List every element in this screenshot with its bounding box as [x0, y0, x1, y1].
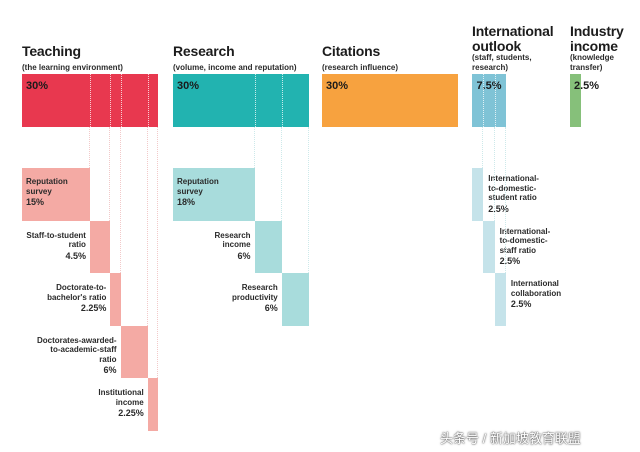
category-title-international: International outlook — [472, 23, 554, 54]
sub-label-teaching-0: Reputation survey 15% — [26, 177, 68, 208]
guide-research-0 — [253, 127, 255, 168]
sub-value-international-2: 2.5% — [510, 299, 532, 309]
sub-name-teaching-2: Doctorate-to- bachelor's ratio — [47, 283, 107, 302]
category-subtitle-industry: (knowledge transfer) — [570, 53, 615, 72]
sub-bar-teaching-0 — [22, 168, 90, 221]
category-subtitle-teaching: (the learning environment) — [22, 63, 123, 72]
category-subtitle-research: (volume, income and reputation) — [173, 63, 297, 72]
bar-industry — [570, 74, 582, 127]
sub-bar-teaching-4 — [147, 378, 158, 431]
sub-bar-research-2 — [281, 273, 309, 326]
sub-label-research-0: Reputation survey 18% — [177, 177, 219, 208]
sub-value-international-1: 2.5% — [499, 256, 521, 266]
bar-label-international: 7.5% — [476, 80, 502, 92]
guide-international-2 — [504, 127, 506, 273]
divider-teaching-4 — [147, 74, 149, 127]
sub-value-international-0: 2.5% — [488, 203, 509, 214]
category-title-industry: Industry income — [570, 23, 624, 54]
sub-value-teaching-3: 6% — [103, 365, 117, 375]
category-title-citations: Citations — [322, 43, 381, 59]
guide-research-1 — [280, 127, 282, 221]
category-title-teaching: Teaching — [22, 43, 81, 59]
sub-bar-international-1 — [483, 220, 495, 273]
guide-teaching-1 — [109, 127, 111, 221]
guide-research-2 — [307, 127, 309, 273]
sub-label-research-2: Research productivity 6% — [232, 283, 278, 314]
sub-name-international-0: International- to-domestic- student rati… — [488, 174, 539, 202]
sub-name-research-1: Research income — [214, 230, 251, 250]
sub-value-teaching-0: 15% — [26, 197, 45, 207]
sub-name-teaching-3: Doctorates-awarded- to-academic-staff ra… — [36, 335, 117, 364]
divider-teaching-2 — [110, 74, 112, 127]
guide-international-1 — [493, 127, 495, 221]
sub-name-teaching-0: Reputation survey — [26, 177, 68, 196]
sub-name-international-2: International collaboration — [510, 279, 562, 298]
sub-bar-research-1 — [254, 220, 282, 273]
sub-name-research-0: Reputation survey — [177, 177, 219, 196]
divider-international-2 — [494, 74, 496, 127]
sub-label-international-1: International- to-domestic- staff ratio 2… — [500, 227, 551, 267]
sub-name-teaching-1: Staff-to-student ratio — [26, 230, 86, 250]
sub-bar-international-2 — [494, 273, 506, 326]
divider-research-2 — [281, 74, 283, 127]
sub-name-teaching-4: Institutional income — [98, 388, 144, 407]
sub-label-international-0: International- to-domestic- student rati… — [488, 174, 539, 214]
divider-international-1 — [483, 74, 485, 127]
sub-name-international-1: International- to-domestic- staff ratio — [499, 226, 551, 255]
bar-label-research: 30% — [177, 80, 200, 92]
sub-value-teaching-2: 2.25% — [80, 303, 107, 313]
sub-value-teaching-4: 2.25% — [118, 408, 144, 418]
sub-value-teaching-1: 4.5% — [65, 250, 86, 261]
bar-research — [173, 74, 309, 127]
sub-value-research-2: 6% — [264, 303, 278, 313]
sub-label-research-1: Research income 6% — [215, 231, 251, 262]
sub-label-teaching-3: Doctorates-awarded- to-academic-staff ra… — [37, 336, 117, 376]
guide-teaching-2 — [119, 127, 121, 273]
guide-teaching-3 — [146, 127, 148, 326]
sub-value-research-1: 6% — [237, 250, 251, 261]
sub-bar-teaching-3 — [120, 325, 148, 378]
sub-bar-research-0 — [173, 168, 255, 221]
sub-name-research-2: Research productivity — [231, 283, 278, 302]
sub-label-teaching-4: Institutional income 2.25% — [98, 388, 143, 419]
bar-label-teaching: 30% — [26, 80, 49, 92]
category-title-research: Research — [173, 43, 235, 59]
divider-teaching-3 — [120, 74, 122, 127]
sub-label-teaching-2: Doctorate-to- bachelor's ratio 2.25% — [47, 283, 106, 314]
sub-value-research-0: 18% — [177, 197, 196, 207]
category-subtitle-international: (staff, students, research) — [472, 53, 532, 72]
sub-bar-teaching-1 — [89, 220, 111, 273]
sub-bar-international-0 — [472, 168, 484, 221]
sub-bar-teaching-2 — [110, 273, 121, 326]
guide-international-0 — [482, 127, 484, 168]
watermark: 头条号 / 新加坡教育联盟 — [440, 431, 581, 446]
bar-international — [472, 74, 506, 127]
category-subtitle-citations: (research influence) — [322, 63, 399, 72]
sub-label-teaching-1: Staff-to-student ratio 4.5% — [26, 231, 86, 262]
bar-label-industry: 2.5% — [574, 80, 600, 92]
divider-teaching-1 — [89, 74, 91, 127]
bar-label-citations: 30% — [326, 80, 349, 92]
guide-teaching-4 — [156, 127, 158, 378]
divider-research-1 — [254, 74, 256, 127]
bar-citations — [322, 74, 458, 127]
sub-label-international-2: International collaboration 2.5% — [511, 279, 561, 310]
guide-teaching-0 — [88, 127, 90, 168]
